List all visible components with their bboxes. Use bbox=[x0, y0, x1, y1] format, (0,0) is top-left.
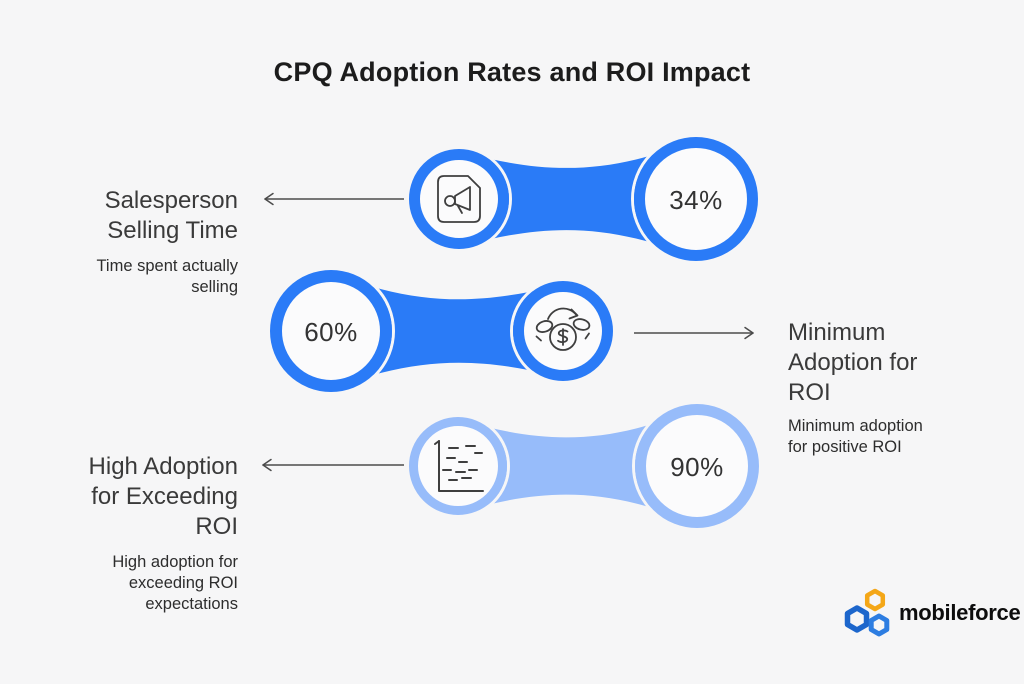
circle-gap bbox=[267, 267, 395, 395]
value-circle-ring bbox=[634, 137, 758, 261]
stat-description: Time spent actually selling bbox=[96, 257, 238, 297]
stat-heading: High Adoption for Exceeding ROI bbox=[88, 453, 238, 540]
dumbbell-row-high-adoption: 90% bbox=[406, 401, 762, 531]
circle-gap bbox=[406, 146, 512, 252]
scatter-chart-icon bbox=[434, 440, 484, 492]
stat-description: High adoption for exceeding ROI expectat… bbox=[112, 553, 238, 614]
value-circle-ring bbox=[635, 404, 759, 528]
dumbbell-row-minimum-adoption: 60% bbox=[267, 267, 616, 395]
percentage-value: 34% bbox=[669, 185, 723, 215]
stat-label-high-adoption: High Adoption for Exceeding ROI High ado… bbox=[30, 452, 238, 615]
stat-heading: Salesperson Selling Time bbox=[104, 187, 238, 244]
pointer-arrow-right bbox=[634, 326, 754, 340]
icon-circle-ring bbox=[409, 149, 509, 249]
stat-description: Minimum adoption for positive ROI bbox=[788, 417, 923, 457]
percentage-value: 60% bbox=[304, 317, 358, 347]
brand-name: mobileforce bbox=[899, 600, 1021, 625]
circle-gap bbox=[631, 134, 761, 264]
stat-label-minimum-adoption: Minimum Adoption for ROI Minimum adoptio… bbox=[788, 318, 988, 458]
icon-circle-ring bbox=[409, 417, 507, 515]
pointer-arrow-left bbox=[264, 192, 404, 206]
connector-bar bbox=[340, 276, 552, 386]
megaphone-document-icon bbox=[437, 175, 481, 223]
brand-logo: mobileforce bbox=[844, 588, 1021, 638]
dumbbell-row-salesperson: 34% bbox=[406, 134, 761, 264]
circle-gap bbox=[510, 278, 616, 384]
logo-hexagons-icon bbox=[844, 588, 890, 637]
money-cycle-icon bbox=[535, 307, 591, 351]
circle-gap bbox=[632, 401, 762, 531]
pointer-arrow-left bbox=[262, 458, 404, 472]
percentage-value: 90% bbox=[670, 452, 724, 482]
page-title: CPQ Adoption Rates and ROI Impact bbox=[273, 57, 751, 87]
circle-gap bbox=[406, 414, 510, 518]
connector-bar bbox=[468, 410, 690, 522]
stat-heading: Minimum Adoption for ROI bbox=[788, 319, 918, 406]
value-circle-ring bbox=[270, 270, 392, 392]
connector-bar bbox=[470, 143, 688, 255]
stat-label-salesperson: Salesperson Selling Time Time spent actu… bbox=[30, 186, 238, 298]
